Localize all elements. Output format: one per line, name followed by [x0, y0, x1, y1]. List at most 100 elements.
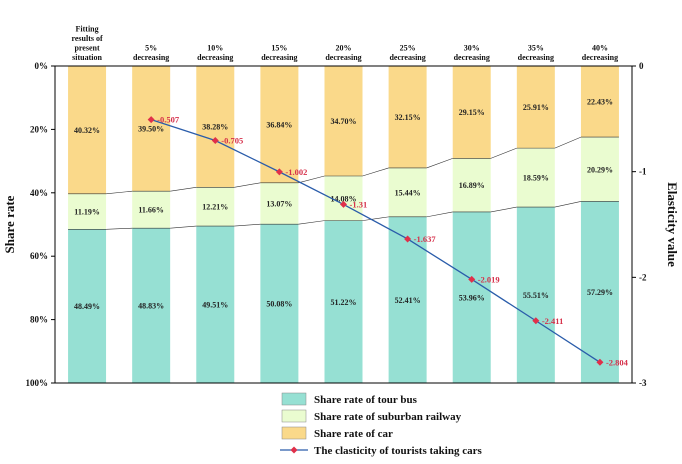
data-label-suburban-railway: 18.59%	[523, 174, 549, 183]
data-label-suburban-railway: 14.08%	[331, 194, 357, 203]
bar-car	[324, 66, 363, 176]
bar-suburban-railway	[260, 182, 299, 225]
data-label-suburban-railway: 20.29%	[587, 165, 613, 174]
bar-suburban-railway	[388, 167, 427, 217]
connector-car-railway	[106, 190, 133, 195]
connector-railway-bus	[554, 201, 582, 208]
bar-suburban-railway	[68, 193, 107, 230]
data-label-car: 22.43%	[587, 98, 613, 107]
data-label-tour-bus: 55.51%	[523, 291, 549, 300]
bar-car	[260, 66, 299, 183]
data-label-tour-bus: 48.83%	[138, 302, 164, 311]
legend: Share rate of tour bus Share rate of subu…	[280, 392, 482, 457]
legend-tour-bus-swatch	[281, 392, 307, 406]
connector-railway-bus	[490, 206, 517, 213]
bar-suburban-railway	[196, 187, 235, 227]
elasticity-marker	[596, 358, 604, 366]
bar-tour-bus	[68, 229, 107, 383]
bar-tour-bus	[196, 226, 235, 383]
bar-tour-bus	[452, 211, 491, 383]
bar-tour-bus	[580, 201, 619, 383]
connector-car-railway	[234, 182, 261, 188]
category-label: 30% decreasing	[454, 44, 490, 63]
connector-railway-bus	[298, 220, 325, 225]
left-tick-label: 80%	[30, 315, 48, 325]
bar-car	[452, 66, 491, 159]
axes-group: 0% 20% 40% 60% 80% 100% 0 -1 -2 -3 Share rate Elast…	[2, 61, 680, 388]
data-label-tour-bus: 51.22%	[331, 298, 357, 307]
elasticity-marker	[404, 235, 412, 243]
data-label-tour-bus: 50.08%	[266, 300, 292, 309]
category-label: 35% decreasing	[518, 44, 554, 63]
legend-car-swatch	[281, 426, 307, 440]
category-label: 5% decreasing	[133, 44, 169, 63]
bar-suburban-railway	[516, 148, 555, 208]
connector-car-railway	[554, 136, 582, 149]
data-label-tour-bus: 49.51%	[202, 301, 228, 310]
bars-group	[68, 66, 619, 383]
elasticity-marker	[340, 200, 347, 208]
elasticity-data-label: -1.637	[414, 234, 437, 244]
bar-car	[196, 66, 235, 188]
connector-railway-bus	[362, 216, 389, 221]
connector-railway-bus	[426, 211, 453, 218]
data-label-suburban-railway: 16.89%	[459, 181, 485, 190]
connector-car-railway	[490, 147, 517, 159]
elasticity-marker	[275, 168, 283, 176]
bar-tour-bus	[388, 216, 427, 383]
bar-car	[580, 66, 619, 138]
connector-car-railway	[298, 175, 325, 184]
legend-tour-bus-label: Share rate of tour bus	[314, 394, 418, 406]
bar-car	[388, 66, 427, 168]
connector-railway-bus	[106, 227, 133, 230]
elasticity-marker	[147, 116, 155, 124]
elasticity-data-label: -2.411	[542, 316, 564, 326]
data-label-car: 32.15%	[395, 113, 421, 122]
y-axis-title-left: Share rate	[2, 195, 17, 253]
data-label-car: 40.32%	[74, 126, 100, 135]
bar-car	[132, 66, 171, 192]
data-label-car: 29.15%	[459, 108, 485, 117]
data-label-car: 34.70%	[331, 117, 357, 126]
right-tick-label: 0	[639, 61, 644, 71]
data-label-tour-bus: 53.96%	[459, 293, 485, 302]
bar-tour-bus	[516, 207, 555, 383]
elasticity-marker	[211, 136, 219, 144]
category-label: 15% decreasing	[261, 44, 297, 63]
right-tick-label: -1	[639, 167, 647, 177]
elasticity-data-label: -2.019	[478, 274, 500, 284]
data-label-suburban-railway: 12.21%	[202, 203, 228, 212]
elasticity-data-label: -1.31	[350, 199, 368, 209]
right-tick-label: -3	[639, 378, 647, 388]
bar-suburban-railway	[580, 137, 619, 202]
bar-suburban-railway	[452, 158, 491, 212]
bar-tour-bus	[132, 228, 171, 383]
left-tick-label: 0%	[35, 61, 49, 71]
legend-suburban-railway-label: Share rate of suburban railway	[314, 411, 462, 423]
bar-tour-bus	[324, 220, 363, 383]
connector-car-railway	[362, 167, 389, 177]
left-tick-label: 100%	[26, 378, 49, 388]
share-connector-lines	[106, 136, 582, 230]
data-label-suburban-railway: 15.44%	[395, 188, 421, 197]
data-label-suburban-railway: 11.19%	[74, 208, 100, 217]
data-label-tour-bus: 52.41%	[395, 296, 421, 305]
elasticity-line-group: -0.507 -0.705 -1.002 -1.31 -1.637 -2.019 -2.41…	[147, 115, 629, 367]
bar-car	[516, 66, 555, 149]
data-label-tour-bus: 48.49%	[74, 302, 100, 311]
data-label-suburban-railway: 11.66%	[138, 206, 164, 215]
category-label: 20% decreasing	[325, 44, 361, 63]
bar-tour-bus	[260, 224, 299, 383]
legend-suburban-railway-swatch	[281, 409, 307, 423]
left-tick-label: 60%	[30, 251, 48, 261]
connector-railway-bus	[170, 225, 197, 229]
elasticity-data-label: -0.507	[157, 115, 180, 125]
category-labels-group: Fitting results of present situation 5% decre…	[71, 25, 618, 63]
category-label: 40% decreasing	[582, 44, 618, 63]
elasticity-marker	[468, 275, 476, 283]
data-label-car: 36.84%	[266, 120, 292, 129]
data-label-car: 25.91%	[523, 103, 549, 112]
elasticity-data-label: -1.002	[285, 167, 307, 177]
elasticity-data-label: -0.705	[221, 135, 243, 145]
